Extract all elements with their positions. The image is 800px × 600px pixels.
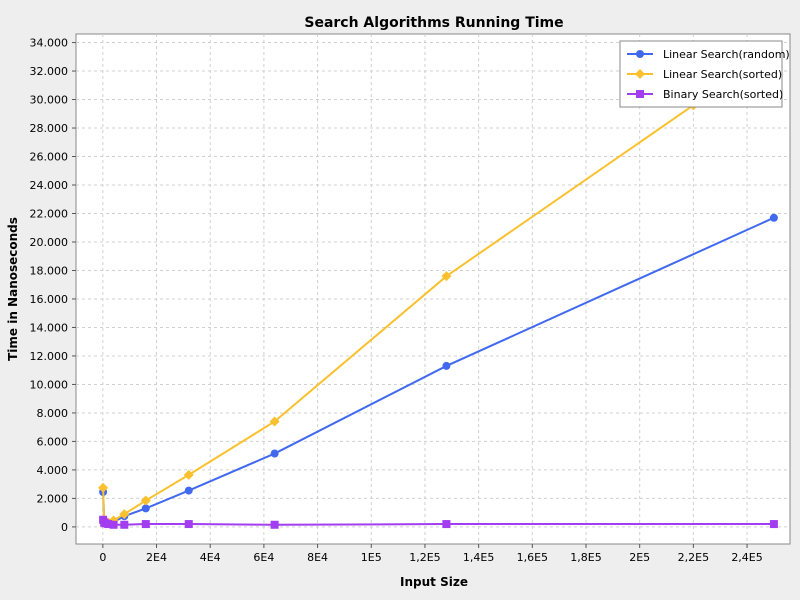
x-axis-title: Input Size	[400, 575, 468, 589]
x-tick-label: 1,8E5	[570, 551, 601, 564]
y-tick-label: 22.000	[30, 207, 69, 220]
y-tick-label: 30.000	[30, 94, 69, 107]
x-tick-label: 6E4	[253, 551, 274, 564]
y-tick-label: 28.000	[30, 122, 69, 135]
data-point	[269, 416, 280, 427]
data-point	[184, 486, 193, 495]
y-tick-label: 2.000	[37, 492, 69, 505]
y-tick-label: 8.000	[37, 407, 69, 420]
data-point	[141, 504, 150, 513]
y-axis-title: Time in Nanoseconds	[6, 217, 20, 361]
data-point	[109, 520, 118, 529]
chart-title: Search Algorithms Running Time	[304, 15, 563, 31]
x-tick-label: 2E4	[146, 551, 167, 564]
legend-marker	[636, 90, 644, 98]
legend-label: Linear Search(sorted)	[663, 68, 782, 81]
data-point	[270, 520, 279, 529]
legend-label: Binary Search(sorted)	[663, 88, 783, 101]
x-tick-label: 0	[99, 551, 106, 564]
y-tick-label: 12.000	[30, 350, 69, 363]
data-point	[183, 469, 194, 480]
plot-area	[75, 33, 791, 545]
x-tick-label: 8E4	[307, 551, 328, 564]
data-point	[141, 520, 150, 529]
y-tick-label: 20.000	[30, 236, 69, 249]
y-tick-label: 34.000	[30, 37, 69, 50]
y-tick-label: 10.000	[30, 378, 69, 391]
axes: 0 2E4 4E4 6E4 8E4 1E5 1,2E5 1,4E5 1,6E5 1,8E5 2E5 2…	[30, 37, 763, 564]
y-tick-label: 18.000	[30, 264, 69, 277]
x-tick-label: 2,2E5	[678, 551, 709, 564]
data-point	[104, 520, 113, 529]
x-tick-label: 2E5	[629, 551, 650, 564]
y-tick-label: 16.000	[30, 293, 69, 306]
data-point	[769, 213, 778, 222]
data-point	[769, 520, 778, 529]
y-tick-label: 6.000	[37, 435, 69, 448]
data-point	[120, 520, 129, 529]
x-tick-label: 1,6E5	[517, 551, 548, 564]
legend-label: Linear Search(random)	[663, 48, 790, 61]
y-tick-label: 24.000	[30, 179, 69, 192]
x-tick-label: 2,4E5	[731, 551, 762, 564]
data-point	[441, 271, 452, 282]
y-tick-label: 26.000	[30, 151, 69, 164]
y-tick-label: 32.000	[30, 65, 69, 78]
x-tick-label: 1,2E5	[409, 551, 440, 564]
data-point	[442, 520, 451, 529]
data-point	[140, 495, 151, 506]
data-point	[98, 482, 109, 493]
legend: Linear Search(random) Linear Search(sorte…	[619, 40, 790, 108]
y-tick-label: 4.000	[37, 464, 69, 477]
legend-marker	[635, 69, 645, 79]
y-tick-label: 0	[61, 521, 68, 534]
data-point	[442, 361, 451, 370]
x-tick-label: 1E5	[361, 551, 382, 564]
data-point	[184, 520, 193, 529]
data-point	[270, 449, 279, 458]
data-point	[119, 509, 130, 520]
y-tick-label: 14.000	[30, 321, 69, 334]
x-tick-label: 4E4	[200, 551, 221, 564]
x-tick-label: 1,4E5	[463, 551, 494, 564]
legend-marker	[636, 50, 644, 58]
